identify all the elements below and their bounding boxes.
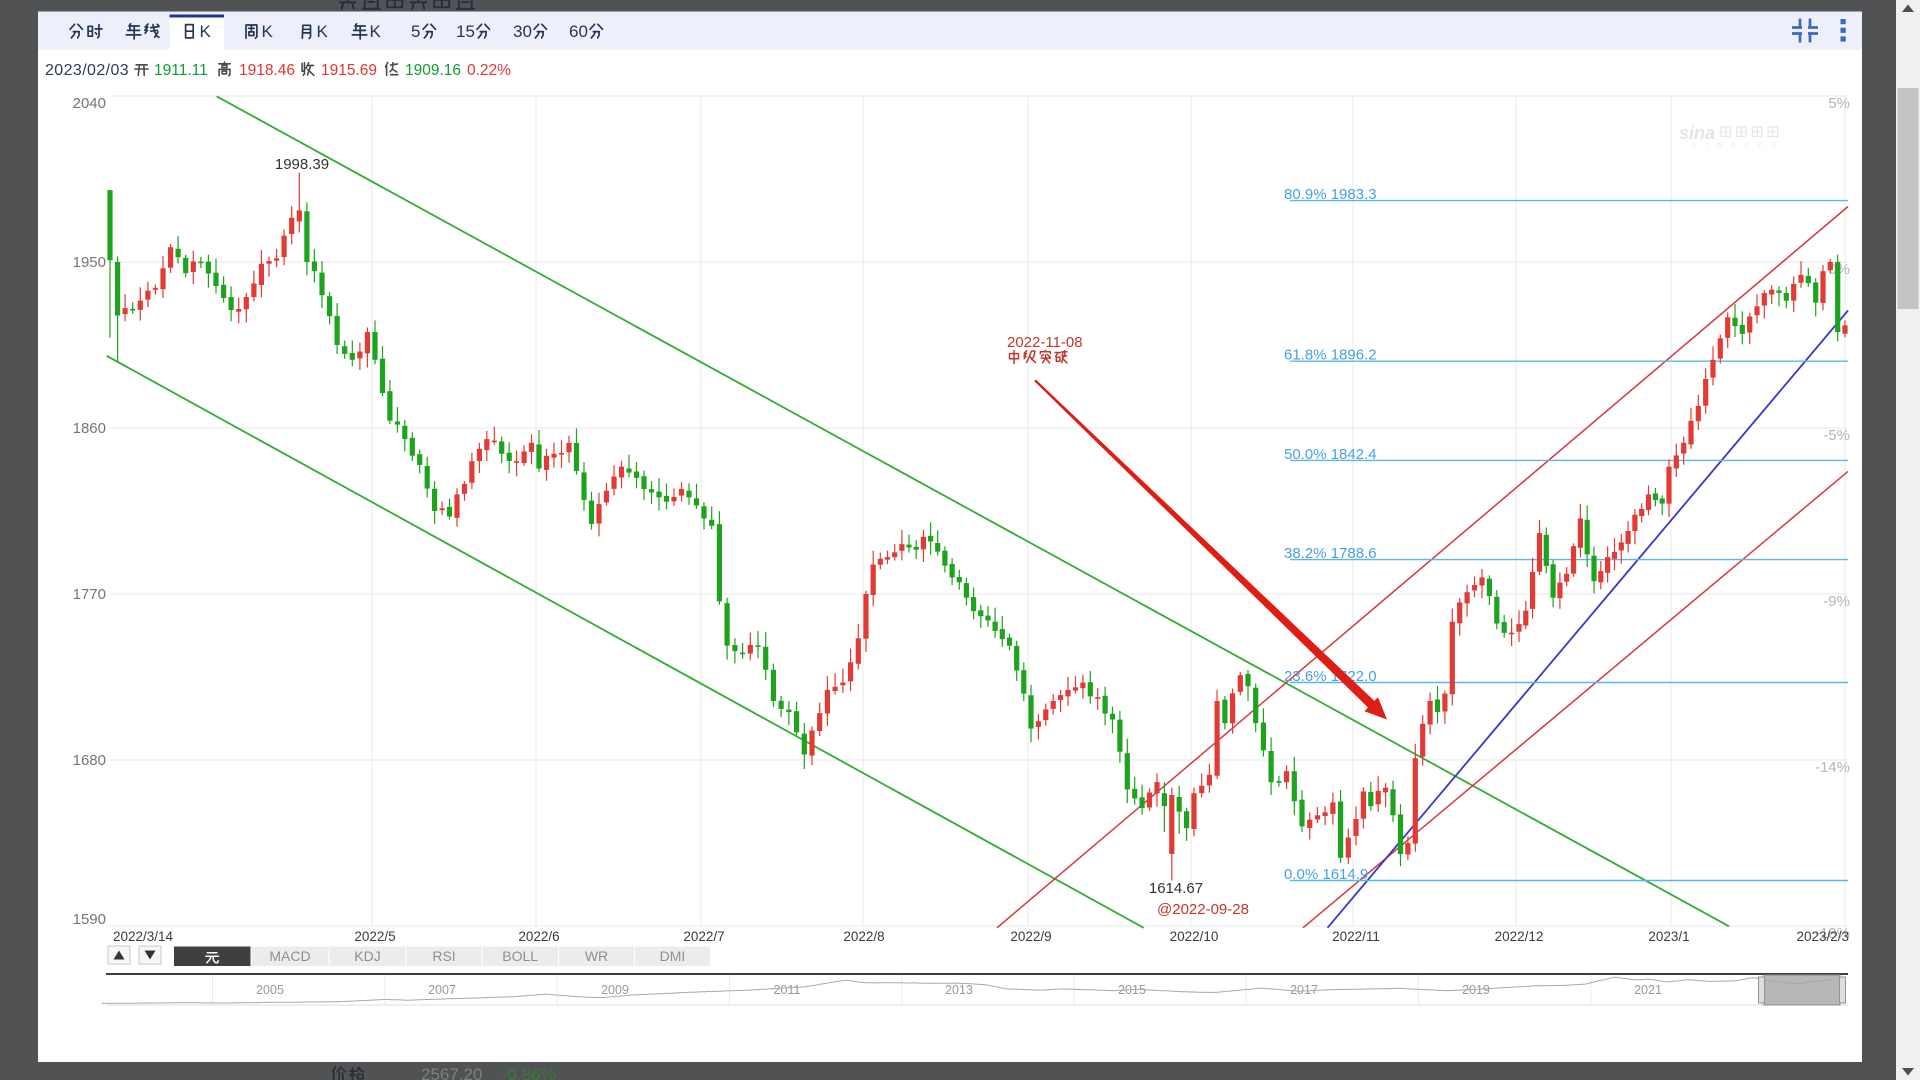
svg-text:K: K (317, 22, 329, 41)
svg-text:1590: 1590 (73, 911, 106, 928)
svg-text:2009: 2009 (601, 983, 629, 997)
svg-text:5%: 5% (1828, 95, 1850, 112)
svg-text:WR: WR (585, 948, 608, 964)
svg-text:2022/3/14: 2022/3/14 (113, 929, 174, 944)
svg-text:DMI: DMI (660, 948, 686, 964)
svg-text:30: 30 (513, 22, 532, 41)
svg-text:KDJ: KDJ (354, 948, 380, 964)
svg-text:1911.11: 1911.11 (154, 62, 208, 79)
svg-text:1770: 1770 (73, 586, 106, 603)
svg-text:61.8% 1896.2: 61.8% 1896.2 (1284, 347, 1377, 364)
svg-text:2005: 2005 (256, 983, 284, 997)
svg-text:F I N A N C E: F I N A N C E (1693, 142, 1780, 149)
svg-text:-18%: -18% (1815, 925, 1850, 942)
svg-text:80.9% 1983.3: 80.9% 1983.3 (1284, 186, 1377, 203)
svg-text:RSI: RSI (432, 948, 455, 964)
svg-text:5: 5 (411, 22, 420, 41)
svg-text:@2022-09-28: @2022-09-28 (1157, 901, 1249, 918)
svg-text:2022/12: 2022/12 (1495, 929, 1544, 944)
svg-text:MACD: MACD (269, 948, 310, 964)
svg-text:1918.46: 1918.46 (239, 62, 295, 79)
svg-text:2021: 2021 (1634, 983, 1662, 997)
svg-text:sina: sina (1679, 123, 1715, 143)
svg-text:60: 60 (569, 22, 588, 41)
svg-text:K: K (370, 22, 382, 41)
svg-text:2013: 2013 (945, 983, 973, 997)
svg-text:2019: 2019 (1462, 983, 1490, 997)
svg-text:2023/1: 2023/1 (1648, 929, 1689, 944)
svg-text:23.6% 1722.0: 23.6% 1722.0 (1284, 668, 1377, 685)
svg-text:2011: 2011 (774, 983, 801, 997)
svg-text:-0.86%: -0.86% (502, 1065, 556, 1080)
svg-text:-5%: -5% (1823, 427, 1850, 444)
svg-text:1680: 1680 (73, 752, 106, 769)
svg-text:2022/6: 2022/6 (518, 929, 559, 944)
svg-text:1915.69: 1915.69 (321, 62, 377, 79)
svg-text:0.0% 1614.9: 0.0% 1614.9 (1284, 866, 1368, 883)
svg-text:2022/8: 2022/8 (843, 929, 884, 944)
svg-text:2022/5: 2022/5 (354, 929, 395, 944)
svg-text:2007: 2007 (428, 983, 456, 997)
svg-text:2022/9: 2022/9 (1010, 929, 1051, 944)
svg-text:50.0% 1842.4: 50.0% 1842.4 (1284, 446, 1377, 463)
svg-text:2017: 2017 (1290, 983, 1318, 997)
svg-text:BOLL: BOLL (502, 948, 538, 964)
svg-text:15: 15 (456, 22, 475, 41)
svg-text:1950: 1950 (73, 254, 106, 271)
svg-text:K: K (262, 22, 274, 41)
svg-text:2022/11: 2022/11 (1332, 929, 1380, 944)
svg-text:K: K (200, 22, 212, 41)
svg-text:1909.16: 1909.16 (405, 62, 461, 79)
svg-text:1860: 1860 (73, 420, 106, 437)
svg-text:2040: 2040 (73, 95, 106, 112)
svg-text:2022/10: 2022/10 (1170, 929, 1219, 944)
svg-text:2023/02/03: 2023/02/03 (45, 62, 129, 79)
svg-text:1998.39: 1998.39 (275, 156, 329, 173)
svg-text:0.22%: 0.22% (467, 62, 511, 79)
svg-text:2023/2/3: 2023/2/3 (1796, 929, 1849, 944)
svg-text:38.2% 1788.6: 38.2% 1788.6 (1284, 545, 1377, 562)
svg-text:-9%: -9% (1823, 593, 1850, 610)
svg-text:1614.67: 1614.67 (1149, 880, 1203, 897)
svg-text:2567.20: 2567.20 (421, 1065, 482, 1080)
svg-text:2022/7: 2022/7 (683, 929, 724, 944)
svg-text:-14%: -14% (1815, 759, 1850, 776)
svg-text:2022-11-08: 2022-11-08 (1007, 334, 1083, 351)
